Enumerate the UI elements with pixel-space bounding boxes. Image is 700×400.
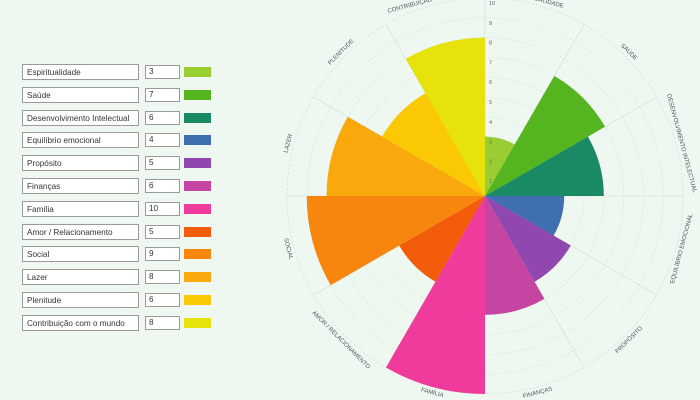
ring-label: 1 bbox=[489, 179, 492, 185]
area-row: Amor / Relacionamento 5 bbox=[22, 223, 222, 242]
ring-label: 4 bbox=[489, 120, 492, 126]
ring-label: 8 bbox=[489, 41, 492, 47]
area-name-field[interactable]: Saúde bbox=[22, 86, 139, 103]
sector-7 bbox=[386, 196, 485, 394]
area-score-input[interactable]: 6 bbox=[145, 293, 180, 307]
ring-label: 6 bbox=[489, 80, 492, 86]
ring-label: 2 bbox=[489, 159, 492, 165]
area-name-field[interactable]: Finanças bbox=[22, 178, 139, 194]
sector-4 bbox=[485, 196, 565, 236]
area-row: Espiritualidade 3 bbox=[22, 64, 222, 82]
area-row: Contribuição com o mundo 8 bbox=[22, 314, 222, 333]
area-row: Saúde 7 bbox=[22, 86, 222, 105]
area-color-swatch[interactable] bbox=[184, 226, 211, 237]
ring-label: 3 bbox=[489, 140, 492, 146]
sector-label: CONTRIBUIÇÃO COM O MUNDO bbox=[387, 0, 478, 15]
area-row: Social 9 bbox=[22, 246, 222, 264]
sector-label: SOCIAL bbox=[282, 237, 294, 260]
area-score-input[interactable]: 6 bbox=[145, 110, 180, 125]
area-color-swatch[interactable] bbox=[184, 158, 211, 169]
area-row: Equilíbrio emocional 4 bbox=[22, 132, 222, 150]
sector-6 bbox=[485, 196, 545, 315]
area-row: Finanças 6 bbox=[22, 178, 222, 196]
area-color-swatch[interactable] bbox=[184, 112, 211, 123]
sector-label: FINANÇAS bbox=[522, 386, 553, 400]
area-color-swatch[interactable] bbox=[184, 317, 211, 328]
sector-3 bbox=[485, 136, 604, 196]
area-name-field[interactable]: Propósito bbox=[22, 155, 139, 172]
sector-10 bbox=[326, 116, 485, 196]
ring-label: 7 bbox=[489, 60, 492, 66]
area-name-field[interactable]: Espiritualidade bbox=[22, 64, 139, 80]
sector-2 bbox=[485, 75, 606, 196]
area-color-swatch[interactable] bbox=[184, 89, 211, 100]
sector-label: SAÚDE bbox=[619, 42, 639, 62]
area-name-field[interactable]: Equilíbrio emocional bbox=[22, 132, 139, 149]
sector-8 bbox=[399, 196, 485, 282]
area-color-swatch[interactable] bbox=[184, 181, 211, 191]
area-color-swatch[interactable] bbox=[184, 249, 211, 260]
sector-9 bbox=[306, 196, 485, 286]
sector-label: DESENVOLVIMENTO INTELECTUAL bbox=[665, 94, 697, 195]
area-name-field[interactable]: Amor / Relacionamento bbox=[22, 223, 139, 240]
sector-5 bbox=[485, 196, 571, 282]
area-score-input[interactable]: 4 bbox=[145, 133, 180, 148]
sector-label: PLENITUDE bbox=[327, 38, 355, 66]
area-name-field[interactable]: Família bbox=[22, 200, 139, 217]
area-color-swatch[interactable] bbox=[184, 67, 211, 77]
area-score-input[interactable]: 3 bbox=[145, 65, 180, 79]
area-name-field[interactable]: Plenitude bbox=[22, 292, 139, 308]
area-name-field[interactable]: Social bbox=[22, 246, 139, 263]
sector-label: LAZER bbox=[284, 133, 295, 154]
area-row: Plenitude 6 bbox=[22, 292, 222, 310]
area-name-field[interactable]: Lazer bbox=[22, 269, 139, 286]
ring-label: 9 bbox=[489, 21, 492, 27]
sector-12 bbox=[405, 37, 485, 196]
area-color-swatch[interactable] bbox=[184, 203, 211, 214]
area-score-input[interactable]: 5 bbox=[145, 224, 180, 239]
area-row: Desenvolvimento Intelectual 6 bbox=[22, 109, 222, 128]
area-color-swatch[interactable] bbox=[184, 295, 211, 305]
area-score-input[interactable]: 6 bbox=[145, 179, 180, 193]
area-score-input[interactable]: 8 bbox=[145, 270, 180, 285]
area-color-swatch[interactable] bbox=[184, 135, 211, 146]
area-score-input[interactable]: 8 bbox=[145, 315, 180, 330]
ring-label: 10 bbox=[489, 1, 495, 7]
area-row: Propósito 5 bbox=[22, 155, 222, 173]
area-score-input[interactable]: 9 bbox=[145, 247, 180, 262]
area-color-swatch[interactable] bbox=[184, 272, 211, 283]
sector-label: AMOR / RELACIONAMENTO bbox=[310, 310, 371, 371]
sector-11 bbox=[382, 93, 485, 196]
sector-1 bbox=[485, 136, 515, 196]
sector-label: EQUILÍBRIO EMOCIONAL bbox=[669, 212, 695, 284]
area-score-input[interactable]: 10 bbox=[145, 201, 180, 216]
area-name-field[interactable]: Desenvolvimento Intelectual bbox=[22, 109, 139, 126]
area-score-input[interactable]: 7 bbox=[145, 87, 180, 102]
area-row: Família 10 bbox=[22, 200, 222, 219]
area-row: Lazer 8 bbox=[22, 269, 222, 287]
area-score-input[interactable]: 5 bbox=[145, 156, 180, 171]
area-name-field[interactable]: Contribuição com o mundo bbox=[22, 314, 139, 331]
sector-label: PROPÓSITO bbox=[614, 325, 644, 355]
ring-label: 5 bbox=[489, 100, 492, 106]
